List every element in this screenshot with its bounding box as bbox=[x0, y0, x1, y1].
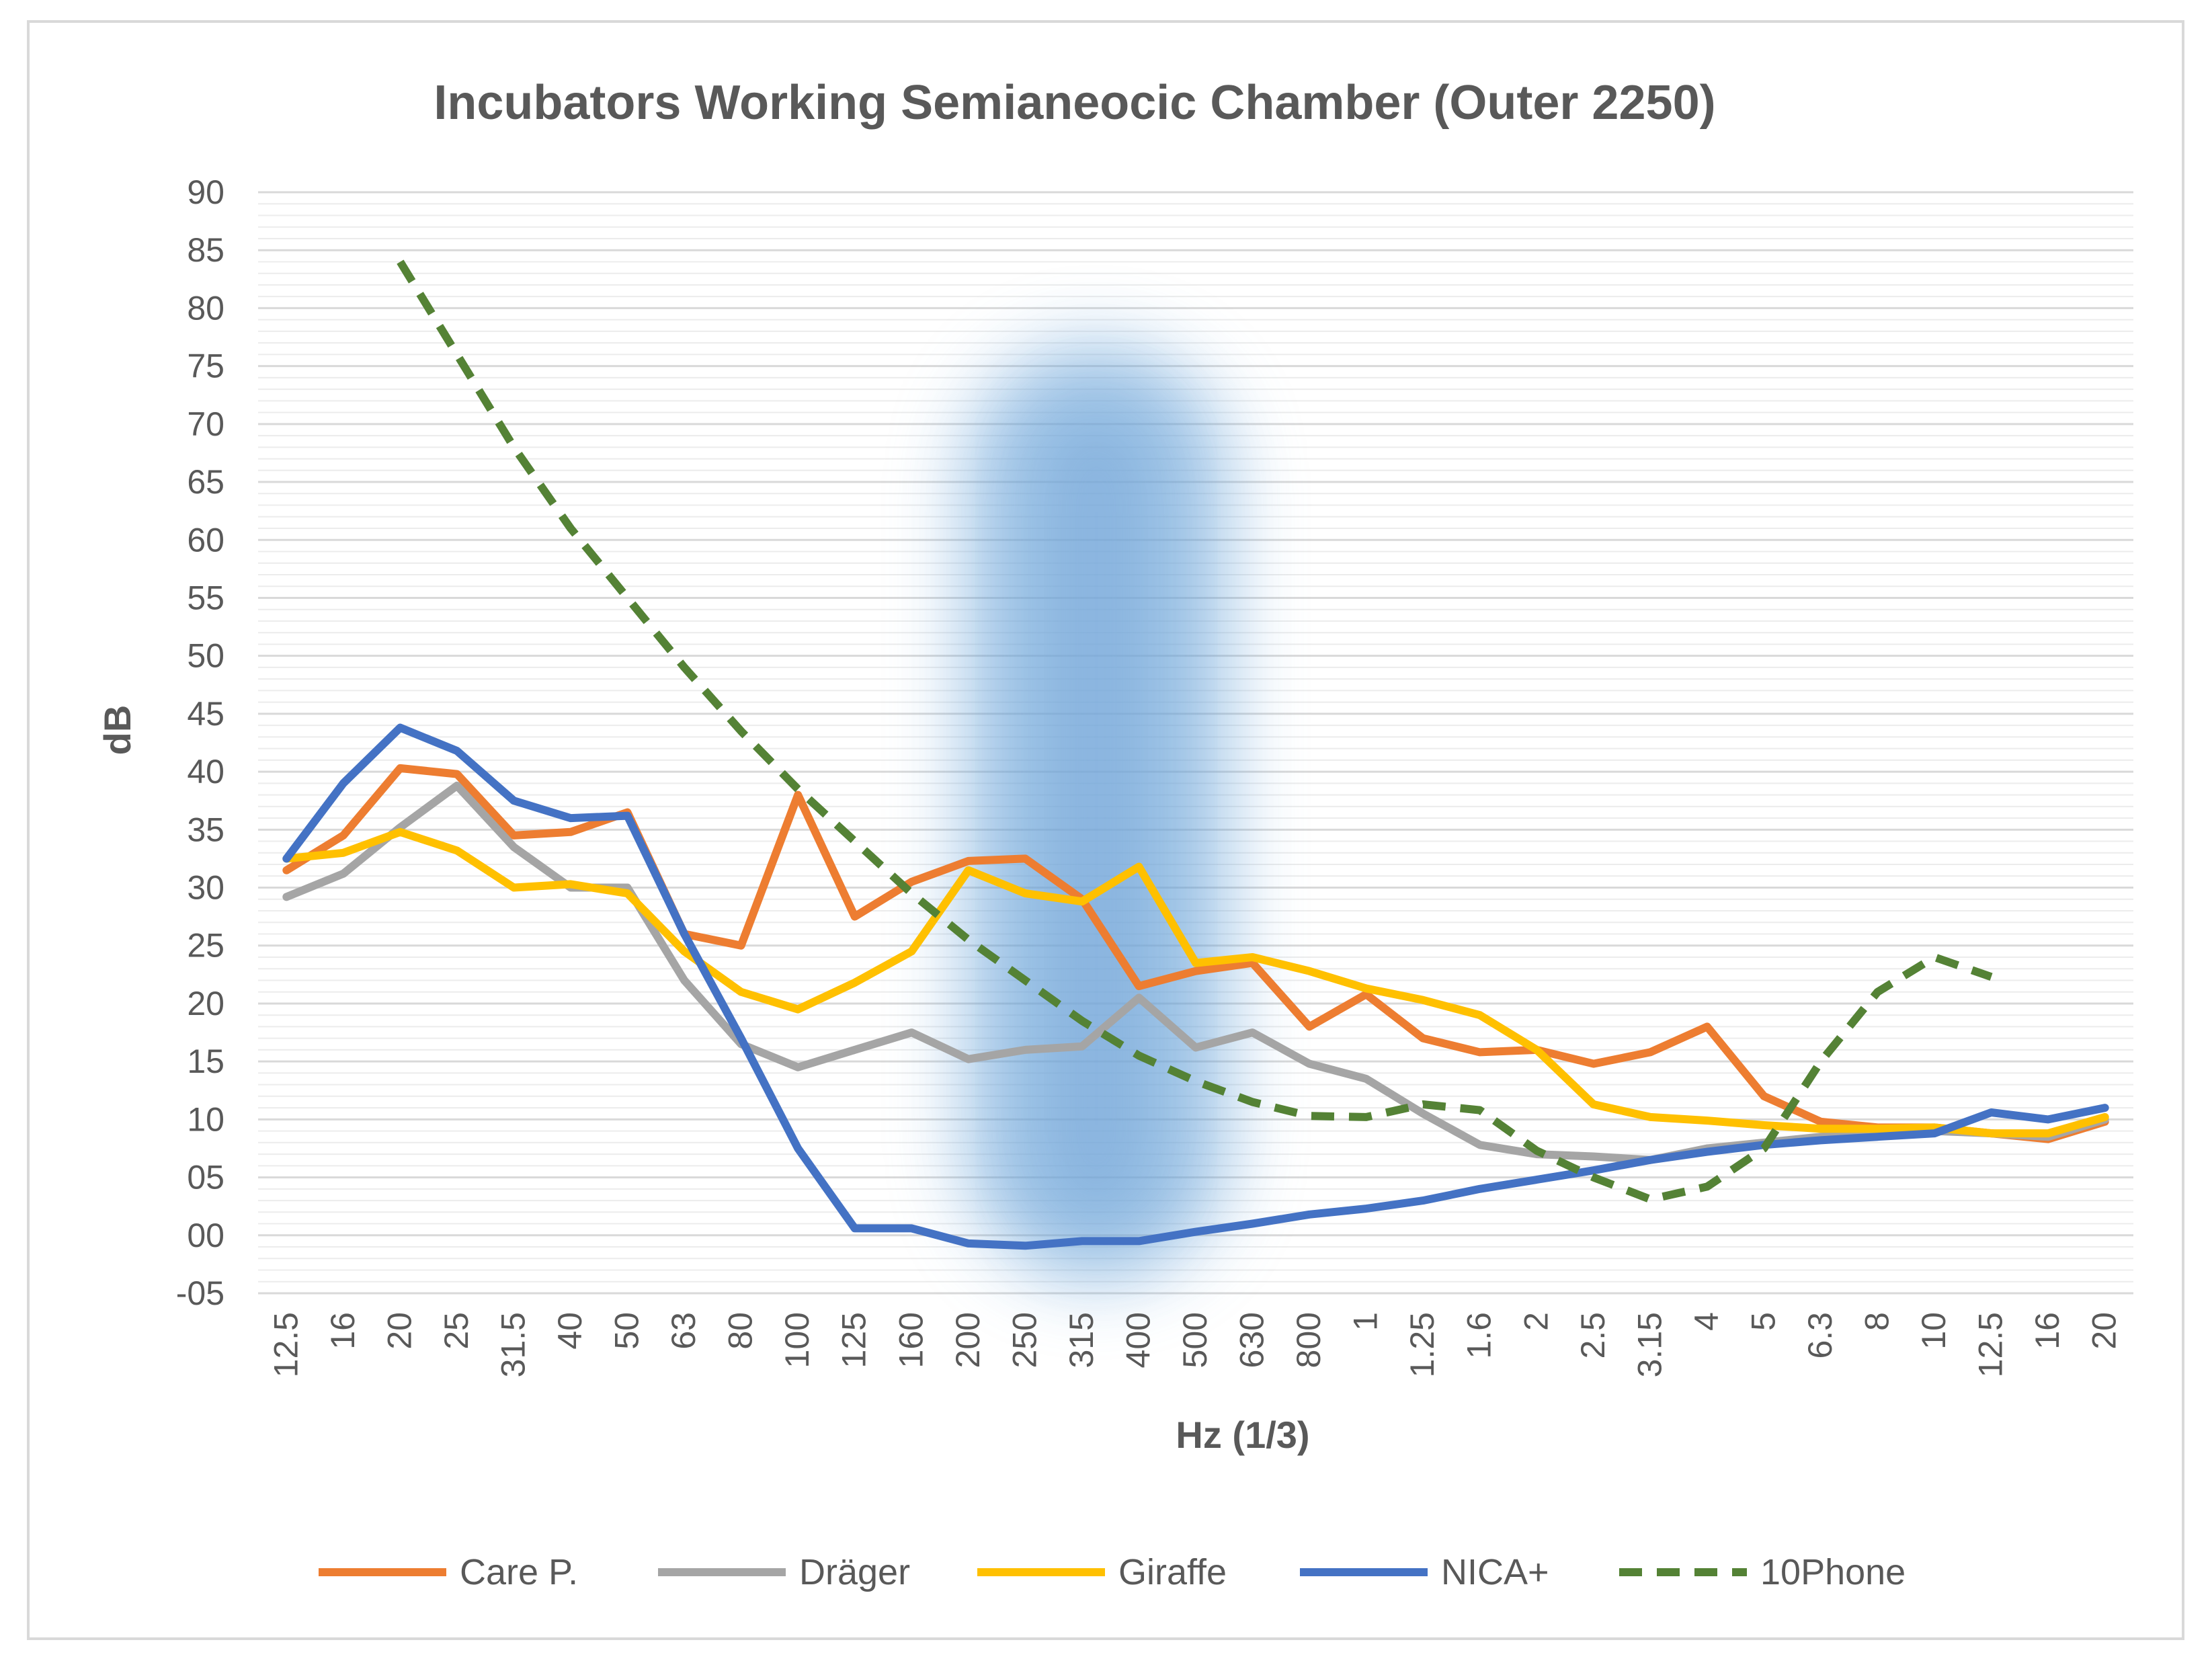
x-tick-label: 125 bbox=[835, 1312, 873, 1368]
x-axis-label: Hz (1/3) bbox=[1176, 1414, 1309, 1456]
highlight-band-core bbox=[1036, 401, 1157, 1235]
legend-label-1: Dräger bbox=[799, 1552, 910, 1592]
x-tick-label: 2 bbox=[1517, 1312, 1555, 1331]
y-tick-label: -05 bbox=[176, 1274, 224, 1312]
x-tick-label: 31.5 bbox=[494, 1312, 532, 1377]
series-line-0 bbox=[282, 764, 2109, 1143]
y-tick-label: 85 bbox=[187, 231, 224, 269]
y-tick-label: 55 bbox=[187, 579, 224, 616]
x-tick-label: 4 bbox=[1688, 1312, 1725, 1331]
x-tick-label: 8 bbox=[1858, 1312, 1896, 1331]
y-tick-label: 05 bbox=[187, 1159, 224, 1196]
x-tick-label: 315 bbox=[1063, 1312, 1100, 1368]
x-tick-label: 200 bbox=[949, 1312, 987, 1368]
y-tick-label: 00 bbox=[187, 1217, 224, 1254]
y-tick-label: 75 bbox=[187, 348, 224, 385]
chart-frame: Incubators Working Semianeocic Chamber (… bbox=[27, 20, 2184, 1640]
x-tick-label: 40 bbox=[551, 1312, 589, 1350]
x-tick-label: 20 bbox=[2086, 1312, 2123, 1350]
series-line-3 bbox=[282, 723, 2109, 1250]
legend-label-3: NICA+ bbox=[1441, 1552, 1549, 1592]
y-tick-label: 70 bbox=[187, 405, 224, 443]
y-tick-label: 65 bbox=[187, 463, 224, 501]
x-tick-label: 1.25 bbox=[1403, 1312, 1441, 1377]
x-tick-label: 12.5 bbox=[267, 1312, 304, 1377]
y-tick-label: 80 bbox=[187, 289, 224, 327]
legend-label-2: Giraffe bbox=[1118, 1552, 1227, 1592]
y-tick-label: 15 bbox=[187, 1043, 224, 1080]
x-axis-tick-labels: 12.5 16 20 25 31.5 40 50 63 80 100 125 160 200 250 315… bbox=[267, 1312, 2123, 1377]
line-chart: Incubators Working Semianeocic Chamber (… bbox=[96, 76, 2133, 1592]
x-tick-label: 100 bbox=[778, 1312, 816, 1368]
x-tick-label: 10 bbox=[1915, 1312, 1953, 1350]
y-axis-tick-labels: -05 00 05 10 15 20 25 30 35 40 45 50 55 60 65 70 75 80 85 9… bbox=[176, 173, 224, 1312]
x-tick-label: 1.6 bbox=[1461, 1312, 1498, 1359]
x-tick-label: 20 bbox=[380, 1312, 418, 1350]
x-tick-label: 12.5 bbox=[1972, 1312, 2010, 1377]
legend-label-0: Care P. bbox=[460, 1552, 578, 1592]
x-tick-label: 80 bbox=[722, 1312, 760, 1350]
y-tick-label: 20 bbox=[187, 985, 224, 1022]
y-tick-label: 40 bbox=[187, 753, 224, 790]
y-tick-label: 35 bbox=[187, 811, 224, 848]
series-line-4 bbox=[397, 259, 1993, 1204]
x-tick-label: 6.3 bbox=[1801, 1312, 1839, 1359]
x-tick-label: 16 bbox=[324, 1312, 362, 1350]
x-tick-label: 2.5 bbox=[1574, 1312, 1612, 1359]
y-tick-label: 10 bbox=[187, 1100, 224, 1138]
x-tick-label: 800 bbox=[1290, 1312, 1327, 1368]
y-tick-label: 60 bbox=[187, 521, 224, 559]
x-tick-label: 500 bbox=[1176, 1312, 1214, 1368]
x-tick-label: 16 bbox=[2029, 1312, 2066, 1350]
chart-title: Incubators Working Semianeocic Chamber (… bbox=[434, 76, 1715, 130]
series-line-2 bbox=[282, 827, 2109, 1138]
legend: Care P. Dräger Giraffe NICA+ 10Phone bbox=[319, 1552, 1906, 1592]
y-tick-label: 50 bbox=[187, 637, 224, 675]
x-tick-label: 630 bbox=[1233, 1312, 1271, 1368]
highlight-band-layer bbox=[962, 343, 1230, 1282]
y-tick-label: 90 bbox=[187, 173, 224, 211]
x-tick-label: 1 bbox=[1347, 1312, 1385, 1331]
y-axis-label: dB bbox=[96, 705, 138, 756]
x-tick-label: 5 bbox=[1744, 1312, 1782, 1331]
x-tick-label: 400 bbox=[1119, 1312, 1157, 1368]
x-tick-label: 3.15 bbox=[1631, 1312, 1668, 1377]
y-tick-label: 25 bbox=[187, 927, 224, 965]
x-tick-label: 160 bbox=[892, 1312, 930, 1368]
legend-label-4: 10Phone bbox=[1760, 1552, 1906, 1592]
x-tick-label: 25 bbox=[438, 1312, 475, 1350]
x-tick-label: 250 bbox=[1006, 1312, 1043, 1368]
x-tick-label: 63 bbox=[665, 1312, 702, 1350]
y-tick-label: 30 bbox=[187, 869, 224, 907]
x-tick-label: 50 bbox=[608, 1312, 646, 1350]
series-layer bbox=[282, 259, 2109, 1250]
y-tick-label: 45 bbox=[187, 695, 224, 733]
